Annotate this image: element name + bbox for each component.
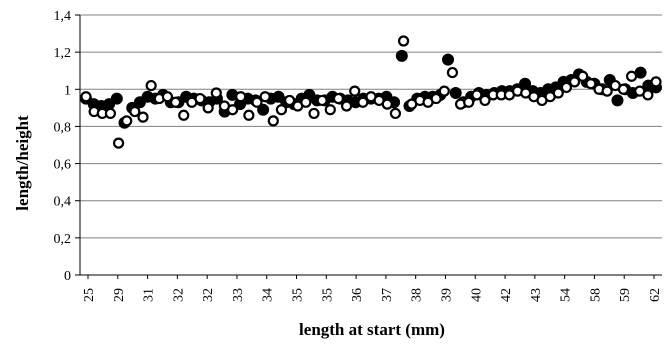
x-tick-label: 38	[410, 288, 425, 302]
y-tick-label: 0,6	[54, 158, 72, 173]
x-tick-label: 32	[171, 288, 186, 302]
data-point-open	[243, 109, 255, 121]
data-point-filled	[110, 92, 123, 105]
data-points	[80, 35, 662, 149]
data-point-open	[479, 94, 491, 107]
data-point-open	[446, 66, 459, 79]
data-point-open	[650, 76, 662, 88]
data-point-open	[178, 109, 190, 121]
data-point-open	[397, 35, 410, 47]
y-tick-label: 0,2	[54, 232, 72, 247]
data-point-open	[129, 105, 141, 118]
data-point-open	[169, 96, 182, 108]
data-point-open	[357, 96, 369, 108]
x-tick-label: 62	[648, 288, 663, 302]
data-point-open	[235, 91, 247, 103]
x-tick-label: 40	[469, 288, 484, 302]
y-tick-label: 1,4	[54, 9, 72, 24]
y-tick-labels: 0 0,2 0,4 0,6 0,8 1 1,2 1,4	[54, 9, 72, 284]
data-point-open	[202, 102, 214, 114]
data-point-open	[194, 92, 206, 105]
data-point-open	[642, 89, 654, 101]
data-point-open	[145, 79, 157, 92]
data-point-open	[80, 91, 92, 103]
data-point-open	[463, 96, 475, 108]
data-point-filled	[449, 87, 462, 99]
x-tick-label: 33	[231, 288, 246, 302]
data-point-filled	[442, 53, 455, 66]
y-tick-label: 0	[64, 269, 71, 284]
data-point-open	[625, 70, 638, 82]
gridlines	[80, 14, 662, 239]
data-point-open	[430, 92, 442, 105]
data-point-open	[601, 85, 613, 97]
x-tick-label: 32	[201, 288, 216, 302]
x-tick-label: 36	[350, 288, 365, 302]
x-tick-label: 59	[618, 288, 633, 302]
data-point-open	[300, 96, 312, 108]
data-point-open	[381, 98, 393, 110]
x-tick-label: 29	[112, 288, 127, 302]
data-point-open	[349, 85, 361, 97]
data-point-open	[471, 89, 483, 101]
data-point-open	[210, 87, 222, 99]
data-point-open	[308, 107, 320, 120]
data-point-open	[104, 107, 117, 120]
data-point-filled	[395, 49, 408, 62]
data-point-open	[552, 87, 564, 99]
data-point-open	[226, 104, 239, 116]
x-tick-label: 35	[320, 288, 335, 302]
y-tick-label: 0,8	[54, 120, 72, 135]
y-tick-label: 1,2	[54, 46, 72, 61]
data-point-open	[161, 91, 174, 103]
x-tick-label: 31	[142, 288, 157, 302]
axes	[75, 14, 662, 279]
data-point-open	[267, 115, 279, 127]
data-point-open	[585, 78, 597, 90]
data-point-open	[316, 94, 328, 107]
data-point-open	[283, 94, 296, 107]
x-axis-title: length at start (mm)	[299, 320, 445, 339]
data-point-open	[389, 107, 402, 120]
data-point-filled	[257, 103, 270, 116]
data-point-open	[332, 92, 345, 105]
data-point-open	[259, 91, 271, 103]
x-tick-labels: 25 29 31 32 32 33 34 35 35 36 37 38 39 40 42 43 54 58 59 62	[82, 288, 663, 302]
x-tick-label: 25	[82, 288, 97, 302]
data-point-open	[251, 96, 263, 108]
x-tick-label: 54	[559, 288, 574, 302]
data-point-open	[340, 100, 353, 112]
data-point-open	[438, 85, 450, 97]
x-tick-label: 58	[588, 288, 603, 302]
data-point-filled	[611, 94, 624, 107]
data-point-open	[121, 115, 133, 127]
y-tick-label: 1	[64, 83, 71, 98]
x-tick-label: 42	[499, 288, 514, 302]
x-tick-label: 37	[380, 288, 395, 302]
data-point-open	[617, 83, 630, 95]
data-point-open	[275, 104, 288, 116]
data-point-open	[568, 76, 581, 88]
data-point-open	[137, 111, 149, 123]
y-axis-title: length/height	[13, 115, 32, 211]
y-tick-label: 0,4	[54, 195, 72, 210]
data-point-open	[560, 81, 573, 94]
x-tick-label: 34	[261, 288, 276, 302]
data-point-open	[324, 104, 336, 116]
x-tick-label: 35	[291, 288, 306, 302]
x-tick-label: 43	[529, 288, 544, 302]
x-tick-label: 39	[439, 288, 454, 302]
data-point-open	[112, 137, 125, 149]
data-point-open	[577, 70, 589, 82]
